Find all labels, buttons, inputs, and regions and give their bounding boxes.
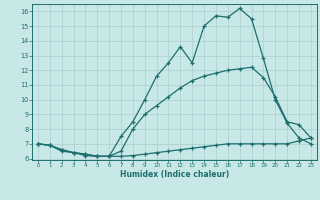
- X-axis label: Humidex (Indice chaleur): Humidex (Indice chaleur): [120, 170, 229, 179]
